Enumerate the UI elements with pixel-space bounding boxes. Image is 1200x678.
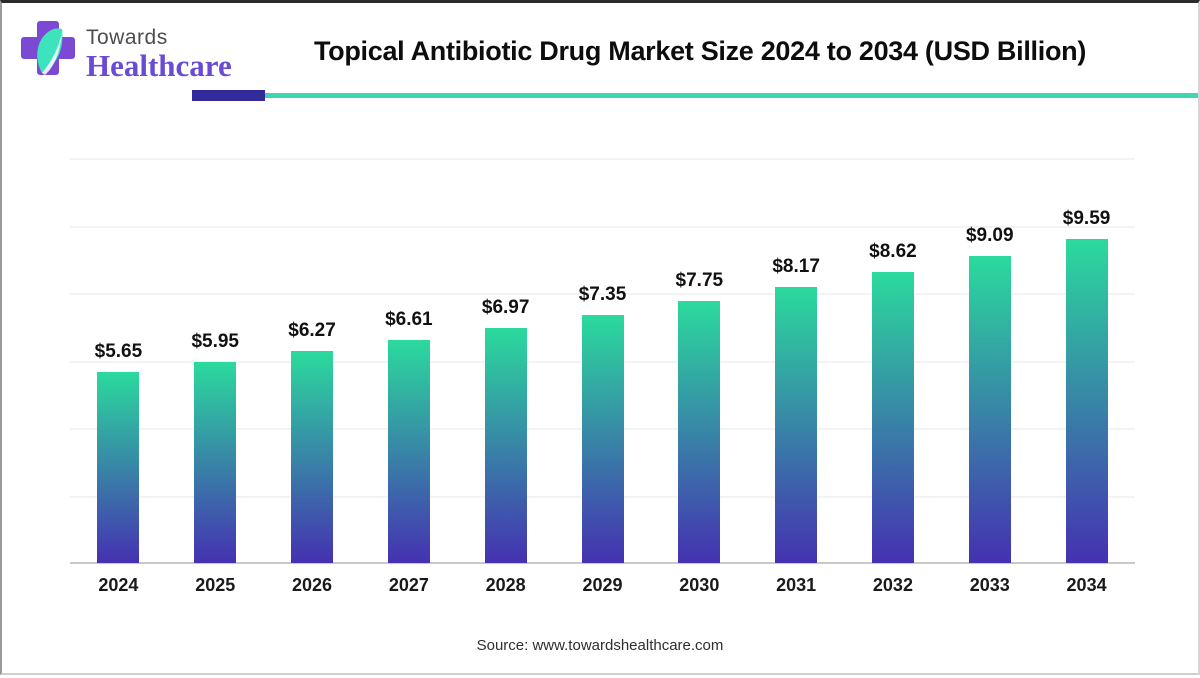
x-axis-tick-label: 2032	[872, 575, 913, 595]
logo-healthcare-text: Healthcare	[86, 47, 232, 83]
bar-2034	[1065, 239, 1108, 563]
x-axis-tick-label: 2027	[388, 575, 429, 595]
bar-value-label: $7.75	[675, 270, 724, 292]
bar-2028	[484, 327, 527, 563]
bar-chart: $5.65 2024 $5.95 2025 $6.27 2026 $6.61 2027 $6.9…	[2, 3, 1200, 678]
title-divider-purple-segment	[192, 90, 265, 101]
bar-2030	[678, 301, 721, 563]
x-axis-tick-label: 2026	[292, 575, 333, 595]
x-axis-tick-label: 2028	[485, 575, 526, 595]
source-attribution: Source: www.towardshealthcare.com	[476, 637, 724, 654]
bar-2032	[871, 272, 914, 563]
gridline	[70, 225, 1135, 228]
x-axis-tick-label: 2033	[969, 575, 1010, 595]
bar-2033	[968, 256, 1011, 563]
gridline	[70, 293, 1135, 295]
bar-value-label: $9.09	[965, 225, 1014, 247]
gridline	[70, 158, 1135, 160]
x-axis-tick-label: 2029	[582, 575, 623, 595]
x-axis-tick-label: 2024	[98, 575, 139, 595]
bar-value-label: $6.27	[288, 320, 336, 342]
bar-2026	[291, 351, 334, 563]
title-divider-teal-line	[265, 93, 1198, 98]
bar-2031	[775, 287, 818, 563]
bar-value-label: $7.35	[578, 283, 627, 305]
bar-value-label: $5.65	[94, 341, 143, 363]
x-axis-line	[70, 562, 1135, 564]
towards-healthcare-logo: Towards Healthcare	[18, 15, 232, 92]
bar-value-label: $8.62	[869, 241, 917, 263]
x-axis-tick-label: 2031	[776, 575, 817, 595]
logo-towards-text: Towards	[86, 25, 168, 49]
bar-2029	[581, 314, 624, 563]
x-axis-tick-label: 2034	[1066, 575, 1107, 595]
chart-title: Topical Antibiotic Drug Market Size 2024…	[313, 36, 1087, 66]
bar-2024	[97, 372, 140, 563]
bar-value-label: $6.61	[385, 308, 433, 330]
x-axis-tick-label: 2030	[679, 575, 720, 595]
bar-2025	[194, 362, 237, 563]
bar-value-label: $9.59	[1062, 208, 1111, 230]
bar-2027	[387, 339, 430, 563]
bar-value-label: $8.17	[772, 256, 820, 278]
x-axis-tick-label: 2025	[195, 575, 236, 595]
logo-text: Towards Healthcare	[86, 27, 232, 81]
bar-value-label: $5.95	[191, 331, 239, 353]
cross-leaf-logo-icon	[18, 15, 80, 92]
bar-value-label: $6.97	[481, 296, 530, 318]
